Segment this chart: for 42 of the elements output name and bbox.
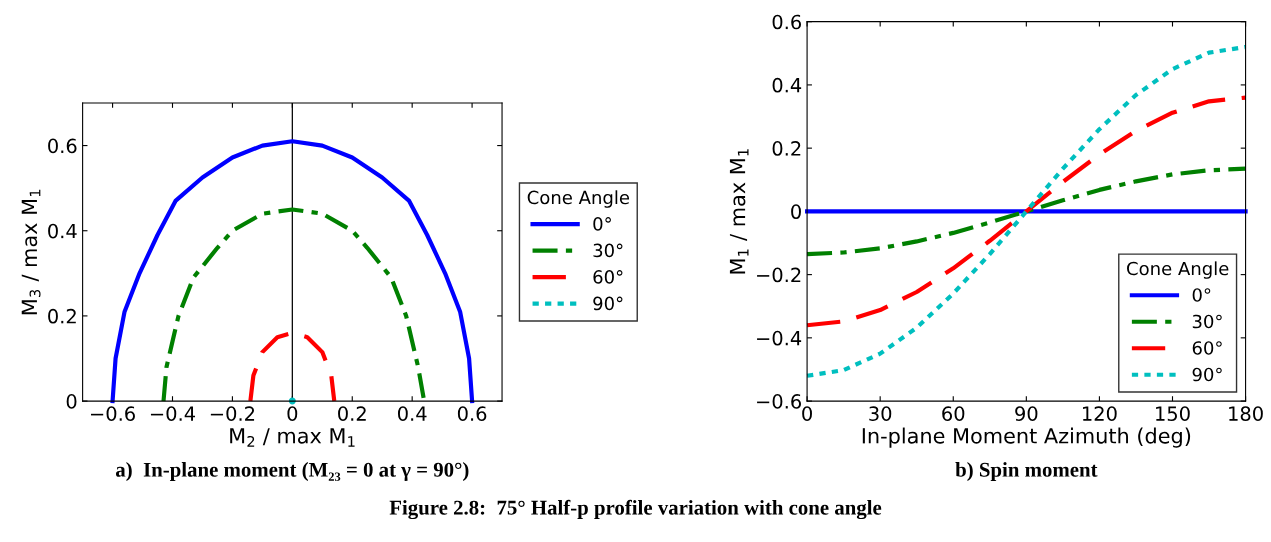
x-tick-label: 150 <box>1156 406 1190 421</box>
legend-label: 0° <box>1192 288 1211 302</box>
x-tick-label: 0 <box>287 406 298 421</box>
y-tick-label: 0 <box>66 394 77 409</box>
y-tick-label: 0 <box>791 204 801 220</box>
x-tick-label: −0.2 <box>210 406 255 421</box>
x-tick-label: 0.2 <box>338 406 366 421</box>
x-tick-label: 0.4 <box>397 406 427 421</box>
x-tick-label: −0.6 <box>91 406 135 421</box>
x-tick-label: 30 <box>869 406 892 421</box>
legend-label: 30° <box>1192 314 1222 329</box>
legend-label: 60° <box>593 270 623 284</box>
y-tick-label: 0.4 <box>48 223 77 239</box>
y-tick-label: −0.6 <box>757 394 801 409</box>
y-tick-label: −0.4 <box>757 330 802 346</box>
x-tick-label: 180 <box>1229 406 1263 421</box>
x-tick-label: 60 <box>942 406 965 421</box>
y-tick-label: 0.4 <box>772 77 802 93</box>
legend-label: 60° <box>1192 341 1222 355</box>
y-tick-label: −0.2 <box>757 267 801 283</box>
x-tick-label: 90 <box>1015 406 1038 421</box>
legend-label: 30° <box>593 243 623 258</box>
x-tick-label: 0 <box>802 406 812 421</box>
x-axis-title: M$_{2}$ / max M$_{1}$ <box>230 428 355 447</box>
y-axis-title: M$_{1}$ / max M$_{1}$ <box>729 149 749 274</box>
y-tick-label: 0.6 <box>48 138 77 154</box>
legend-title: Cone Angle <box>1127 261 1229 279</box>
y-axis-title: M$_{3}$ / max M$_{1}$ <box>21 189 41 315</box>
x-tick-label: 0.6 <box>457 406 487 421</box>
legend-label: 90° <box>593 296 623 311</box>
x-axis-title: In-plane Moment Azimuth (deg) <box>862 427 1191 448</box>
text: a) In-plane moment (M₂₃ = 0 at γ = 90°) <box>115 462 469 481</box>
x-tick-label: −0.4 <box>150 406 196 421</box>
y-tick-label: 0.2 <box>48 308 76 324</box>
x-tick-label: 120 <box>1082 406 1117 421</box>
legend-title: Cone Angle <box>527 190 630 208</box>
legend-label: 90° <box>1192 367 1222 382</box>
y-tick-label: 0.6 <box>772 14 801 30</box>
text: b) Spin moment <box>955 462 1098 481</box>
legend-label: 0° <box>593 217 611 231</box>
y-tick-label: 0.2 <box>772 141 801 156</box>
caption: Figure 2.8: 75° Half-p profile variation with cone angle <box>389 499 882 520</box>
